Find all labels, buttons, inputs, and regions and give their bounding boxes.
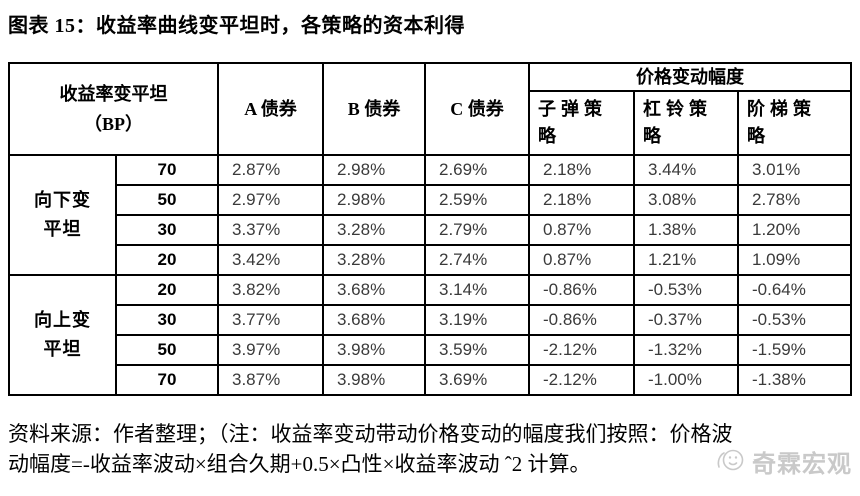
value-cell: -1.32% (633, 334, 739, 366)
value-cell: -0.37% (633, 304, 739, 336)
bp-cell: 70 (115, 154, 219, 186)
bp-cell: 20 (115, 244, 219, 276)
watermark-brand-label: 奇霖宏观 (752, 451, 852, 478)
table-row: 50 3.97% 3.98% 3.59% -2.12% -1.32% -1.59… (9, 334, 853, 366)
value-cell: 1.09% (736, 244, 853, 276)
value-cell: 3.68% (322, 304, 426, 336)
value-cell: 3.97% (217, 334, 324, 366)
value-cell: 0.87% (528, 214, 635, 246)
value-cell: 2.18% (528, 184, 635, 216)
source-note-line1: 资料来源：作者整理；（注：收益率变动带动价格变动的幅度我们按照：价格波 (8, 422, 733, 446)
value-cell: -2.12% (528, 334, 635, 366)
table-row: 30 3.77% 3.68% 3.19% -0.86% -0.37% -0.53… (9, 304, 853, 336)
value-cell: 1.21% (633, 244, 739, 276)
bp-cell: 20 (115, 274, 219, 306)
value-cell: -2.12% (528, 364, 635, 396)
value-cell: -0.53% (633, 274, 739, 306)
value-cell: 1.38% (633, 214, 739, 246)
col-header-barbell-strategy: 杠铃策略 (633, 90, 739, 156)
bp-cell: 50 (115, 334, 219, 366)
col-header-price-change: 价格变动幅度 (527, 62, 853, 92)
value-cell: 3.37% (217, 214, 324, 246)
value-cell: 3.44% (633, 154, 739, 186)
capital-gains-table: 收益率变平坦（BP） A 债券 B 债券 C 债券 价格变动幅度 子弹策略 杠铃… (8, 62, 853, 396)
table-row: 70 3.87% 3.98% 3.69% -2.12% -1.00% -1.38… (9, 364, 853, 396)
group-label-flatten-down: 向下变平坦 (8, 154, 117, 276)
mascot-face-icon (715, 443, 747, 480)
value-cell: 2.78% (736, 184, 853, 216)
value-cell: 2.79% (424, 214, 530, 246)
value-cell: 2.18% (528, 154, 635, 186)
col-header-ladder-strategy: 阶梯策略 (736, 90, 853, 156)
value-cell: 3.98% (322, 364, 426, 396)
col-header-bullet-strategy: 子弹策略 (528, 90, 635, 156)
value-cell: 2.74% (424, 244, 530, 276)
bp-cell: 30 (115, 304, 219, 336)
value-cell: 2.98% (322, 184, 426, 216)
value-cell: 3.69% (424, 364, 530, 396)
value-cell: 2.87% (217, 154, 324, 186)
value-cell: -1.00% (633, 364, 739, 396)
value-cell: 3.01% (736, 154, 853, 186)
value-cell: 3.42% (217, 244, 324, 276)
value-cell: -1.59% (736, 334, 853, 366)
table-row: 向下变平坦 70 2.87% 2.98% 2.69% 2.18% 3.44% 3… (8, 154, 853, 276)
header-row-1: 收益率变平坦（BP） A 债券 B 债券 C 债券 价格变动幅度 (8, 62, 853, 156)
value-cell: 3.19% (424, 304, 530, 336)
value-cell: 3.14% (424, 274, 530, 306)
corner-header-label: 收益率变平坦（BP） (59, 84, 168, 134)
value-cell: -0.53% (736, 304, 853, 336)
bp-cell: 30 (115, 214, 219, 246)
table-row: 30 3.37% 3.28% 2.79% 0.87% 1.38% 1.20% (9, 214, 853, 246)
table-row: 向上变平坦 20 3.82% 3.68% 3.14% -0.86% -0.53%… (8, 274, 853, 396)
value-cell: 3.08% (633, 184, 739, 216)
value-cell: 3.77% (217, 304, 324, 336)
bp-cell: 70 (115, 364, 219, 396)
value-cell: 3.28% (322, 214, 426, 246)
value-cell: 2.97% (217, 184, 324, 216)
value-cell: 3.87% (217, 364, 324, 396)
group-label-flatten-up: 向上变平坦 (8, 274, 117, 396)
value-cell: 3.68% (322, 274, 426, 306)
value-cell: 2.69% (424, 154, 530, 186)
col-header-bond-b: B 债券 (322, 62, 426, 156)
value-cell: -1.38% (736, 364, 853, 396)
watermark: 奇霖宏观 (711, 443, 852, 480)
figure-title: 图表 15：收益率曲线变平坦时，各策略的资本利得 (8, 15, 465, 37)
header-row-2: 子弹策略 杠铃策略 阶梯策略 (9, 90, 853, 156)
value-cell: 2.59% (424, 184, 530, 216)
value-cell: 3.82% (217, 274, 324, 306)
value-cell: 3.59% (424, 334, 530, 366)
corner-header: 收益率变平坦（BP） (8, 62, 219, 156)
value-cell: 3.98% (322, 334, 426, 366)
value-cell: 0.87% (528, 244, 635, 276)
value-cell: -0.64% (736, 274, 853, 306)
source-note-line2: 动幅度=-收益率波动×组合久期+0.5×凸性×收益率波动 ˆ2 计算。 (8, 452, 591, 476)
bp-cell: 50 (115, 184, 219, 216)
value-cell: -0.86% (528, 274, 635, 306)
value-cell: -0.86% (528, 304, 635, 336)
col-header-bond-a: A 债券 (217, 62, 324, 156)
col-header-bond-c: C 债券 (424, 62, 530, 156)
table-row: 20 3.42% 3.28% 2.74% 0.87% 1.21% 1.09% (9, 244, 853, 276)
value-cell: 3.28% (322, 244, 426, 276)
table-row: 50 2.97% 2.98% 2.59% 2.18% 3.08% 2.78% (9, 184, 853, 216)
value-cell: 2.98% (322, 154, 426, 186)
source-note: 资料来源：作者整理；（注：收益率变动带动价格变动的幅度我们按照：价格波 动幅度=… (8, 419, 856, 479)
value-cell: 1.20% (736, 214, 853, 246)
